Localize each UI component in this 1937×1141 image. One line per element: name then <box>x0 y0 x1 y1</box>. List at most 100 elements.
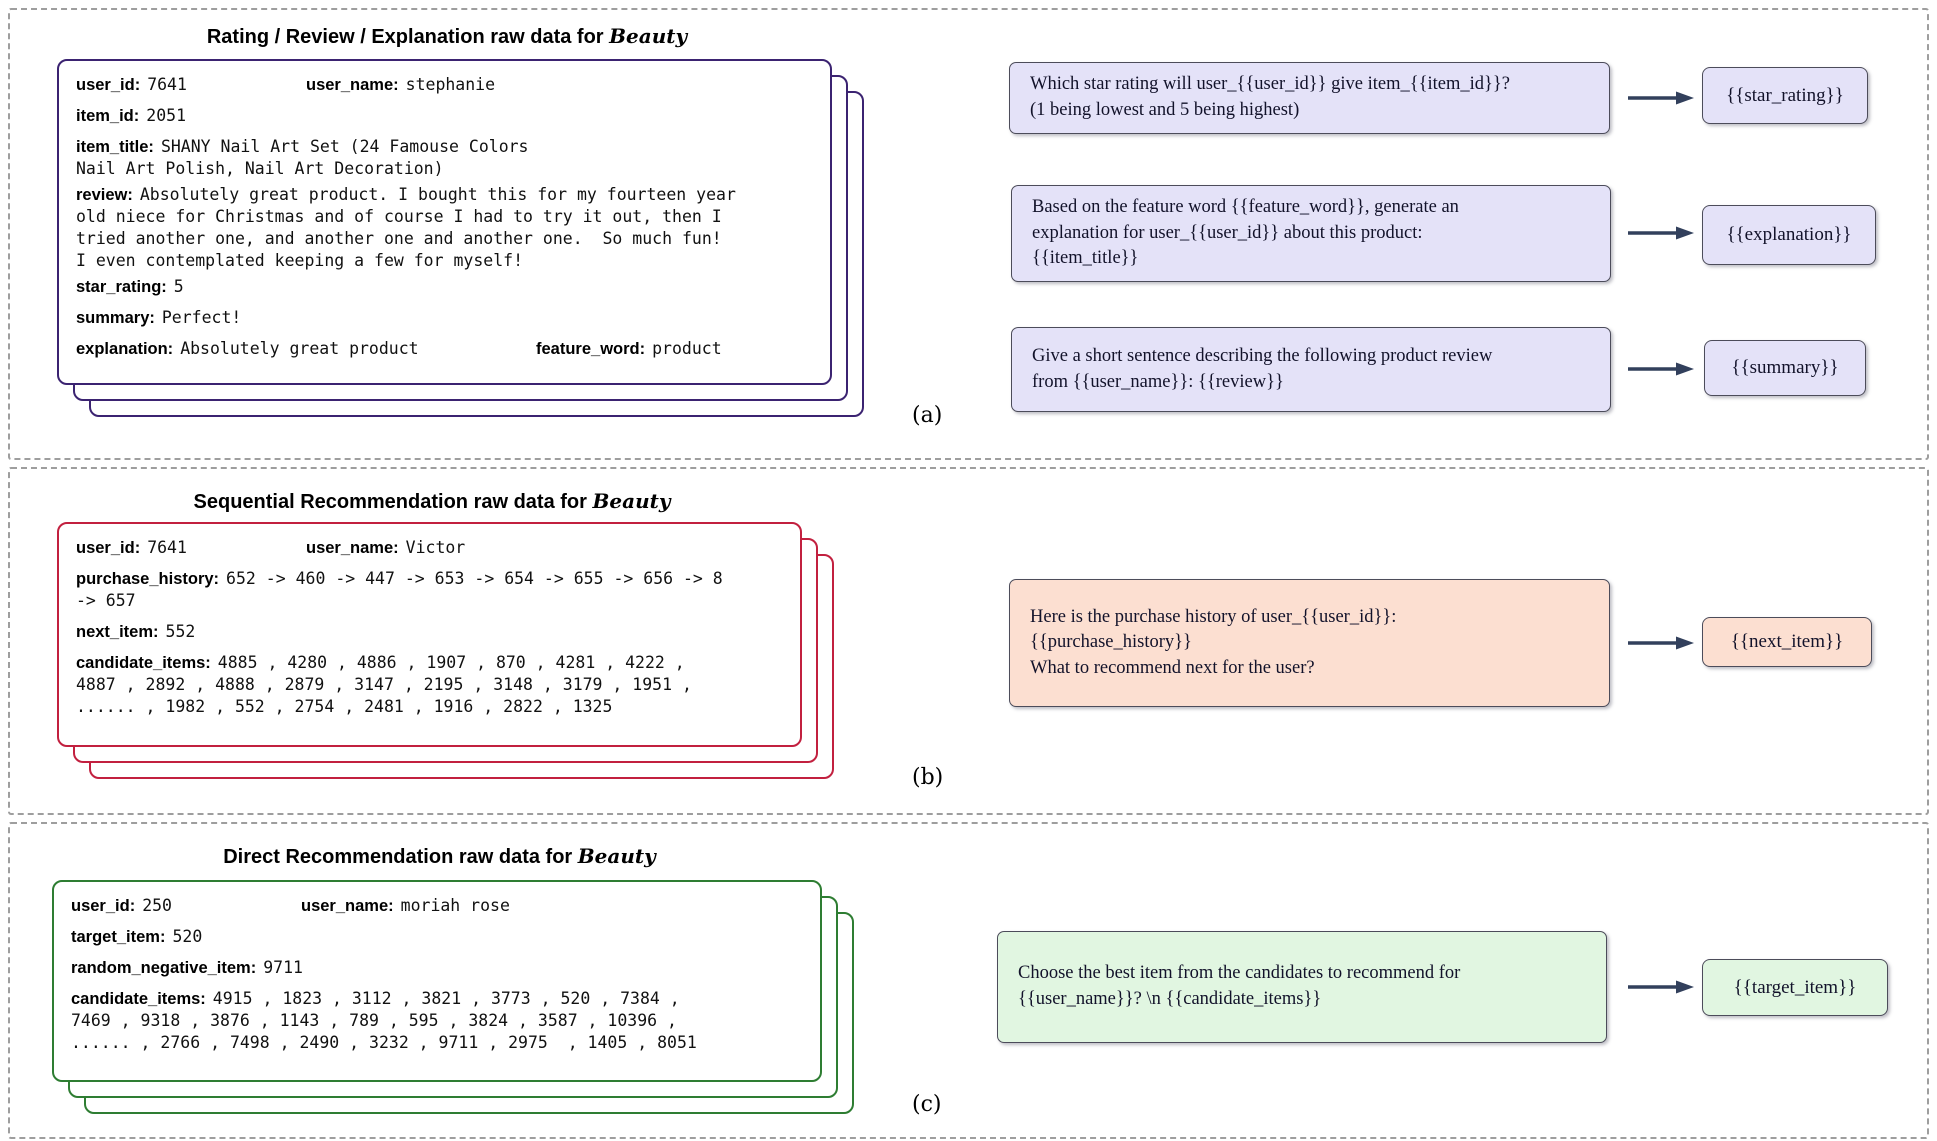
field-key: next_item: <box>76 623 159 641</box>
field-value: product <box>652 339 722 358</box>
output-box-next-item: {{next_item}} <box>1702 617 1872 667</box>
field-key: user_name: <box>301 897 394 915</box>
field-value: SHANY Nail Art Set (24 Famouse Colors Na… <box>76 137 529 178</box>
panel-c-title: Direct Recommendation raw data for Beaut… <box>52 844 827 869</box>
field-key: feature_word: <box>536 340 646 358</box>
output-box-star-rating: {{star_rating}} <box>1702 67 1868 124</box>
panel-c-title-dataset: Beauty <box>577 844 656 868</box>
panel-b-section: Sequential Recommendation raw data for B… <box>8 467 1929 815</box>
panel-b-title-dataset: Beauty <box>592 489 671 513</box>
arrow-icon <box>1628 636 1694 650</box>
panel-b-card-stack: user_id: 7641 user_name: Victor purchase_h… <box>57 522 834 779</box>
field-key: item_title: <box>76 138 154 156</box>
field-row-user: user_id: 7641 user_name: stephanie <box>76 74 813 96</box>
panel-a-title-dataset: Beauty <box>609 24 688 48</box>
panel-a-label: (a) <box>912 403 943 428</box>
field-value: 4885 , 4280 , 4886 , 1907 , 870 , 4281 ,… <box>76 653 692 716</box>
output-box-explanation: {{explanation}} <box>1702 205 1876 265</box>
field-key: item_id: <box>76 107 140 125</box>
prompt-text: Which star rating will user_{{user_id}} … <box>1030 74 1510 120</box>
field-row-item-title: item_title: SHANY Nail Art Set (24 Famous… <box>76 136 813 180</box>
panel-a-section: Rating / Review / Explanation raw data f… <box>8 8 1929 460</box>
output-box-summary: {{summary}} <box>1704 340 1866 396</box>
arrow-icon <box>1628 980 1694 994</box>
field-row-purchase-history: purchase_history: 652 -> 460 -> 447 -> 65… <box>76 568 783 612</box>
arrow-icon <box>1628 362 1694 376</box>
field-value: 5 <box>173 277 184 296</box>
field-value: Perfect! <box>161 308 242 327</box>
panel-c-title-text: Direct Recommendation raw data for <box>223 846 578 868</box>
arrow-icon <box>1628 91 1694 105</box>
prompt-box-target-item: Choose the best item from the candidates… <box>997 931 1607 1043</box>
field-row-target-item: target_item: 520 <box>71 926 803 948</box>
prompt-text: Give a short sentence describing the fol… <box>1032 345 1493 392</box>
panel-a-raw-data-card: user_id: 7641 user_name: stephanie item_id… <box>57 59 832 385</box>
field-key: random_negative_item: <box>71 959 257 977</box>
panel-b-title-text: Sequential Recommendation raw data for <box>193 491 593 513</box>
arrow-icon <box>1628 226 1694 240</box>
field-row-candidate-items: candidate_items: 4885 , 4280 , 4886 , 190… <box>76 652 783 718</box>
field-value: 552 <box>165 622 196 641</box>
field-pair-feature-word: feature_word: product <box>536 338 722 360</box>
panel-c-raw-data-card: user_id: 250 user_name: moriah rose target… <box>52 880 822 1082</box>
field-key: user_name: <box>306 539 399 557</box>
output-text: {{star_rating}} <box>1726 84 1844 106</box>
field-key: summary: <box>76 309 155 327</box>
field-pair-user-name: user_name: moriah rose <box>301 895 510 917</box>
field-key: purchase_history: <box>76 570 220 588</box>
field-key: target_item: <box>71 928 166 946</box>
output-text: {{next_item}} <box>1730 631 1844 652</box>
field-value: 652 -> 460 -> 447 -> 653 -> 654 -> 655 -… <box>76 569 723 610</box>
field-value: 250 <box>142 896 172 915</box>
field-value: 9711 <box>263 958 303 977</box>
prompt-box-summary: Give a short sentence describing the fol… <box>1011 327 1611 412</box>
field-key: review: <box>76 186 133 204</box>
field-value: 7641 <box>147 75 187 94</box>
field-key: candidate_items: <box>76 654 211 672</box>
field-row-user: user_id: 7641 user_name: Victor <box>76 537 783 559</box>
field-row-explanation: explanation: Absolutely great product fea… <box>76 338 813 360</box>
panel-c-label: (c) <box>912 1092 942 1117</box>
field-key: star_rating: <box>76 278 167 296</box>
panel-c-card-stack: user_id: 250 user_name: moriah rose target… <box>52 880 854 1114</box>
field-key: explanation: <box>76 340 174 358</box>
field-row-summary: summary: Perfect! <box>76 307 813 329</box>
field-row-item-id: item_id: 2051 <box>76 105 813 127</box>
field-key: user_id: <box>76 76 141 94</box>
output-text: {{summary}} <box>1731 357 1839 378</box>
field-value: Victor <box>405 538 466 557</box>
output-text: {{target_item}} <box>1733 976 1857 998</box>
field-key: user_id: <box>71 897 136 915</box>
field-value: moriah rose <box>400 896 510 915</box>
panel-b-raw-data-card: user_id: 7641 user_name: Victor purchase_h… <box>57 522 802 747</box>
field-row-star-rating: star_rating: 5 <box>76 276 813 298</box>
field-key: candidate_items: <box>71 990 206 1008</box>
panel-b-label: (b) <box>912 765 944 790</box>
field-value: 7641 <box>147 538 187 557</box>
field-value: 2051 <box>146 106 187 125</box>
field-key: user_id: <box>76 539 141 557</box>
prompt-text: Based on the feature word {{feature_word… <box>1032 197 1459 269</box>
field-value: 4915 , 1823 , 3112 , 3821 , 3773 , 520 ,… <box>71 989 697 1052</box>
field-pair-user-name: user_name: stephanie <box>306 74 495 96</box>
field-row-user: user_id: 250 user_name: moriah rose <box>71 895 803 917</box>
output-box-target-item: {{target_item}} <box>1702 959 1888 1016</box>
field-row-next-item: next_item: 552 <box>76 621 783 643</box>
prompt-text: Choose the best item from the candidates… <box>1018 963 1461 1009</box>
panel-a-title-text: Rating / Review / Explanation raw data f… <box>206 26 610 48</box>
field-row-candidate-items: candidate_items: 4915 , 1823 , 3112 , 382… <box>71 988 803 1054</box>
field-row-review: review: Absolutely great product. I bough… <box>76 184 813 272</box>
prompt-box-explanation: Based on the feature word {{feature_word… <box>1011 185 1611 282</box>
field-value: 520 <box>172 927 203 946</box>
panel-a-title: Rating / Review / Explanation raw data f… <box>57 24 837 49</box>
field-pair-user-name: user_name: Victor <box>306 537 465 559</box>
field-value: stephanie <box>405 75 496 94</box>
field-key: user_name: <box>306 76 399 94</box>
panel-c-section: Direct Recommendation raw data for Beaut… <box>8 822 1929 1139</box>
field-row-random-negative-item: random_negative_item: 9711 <box>71 957 803 979</box>
output-text: {{explanation}} <box>1726 224 1852 245</box>
prompt-box-star-rating: Which star rating will user_{{user_id}} … <box>1009 62 1610 134</box>
field-value: Absolutely great product <box>180 339 419 358</box>
panel-a-card-stack: user_id: 7641 user_name: stephanie item_id… <box>57 59 864 417</box>
